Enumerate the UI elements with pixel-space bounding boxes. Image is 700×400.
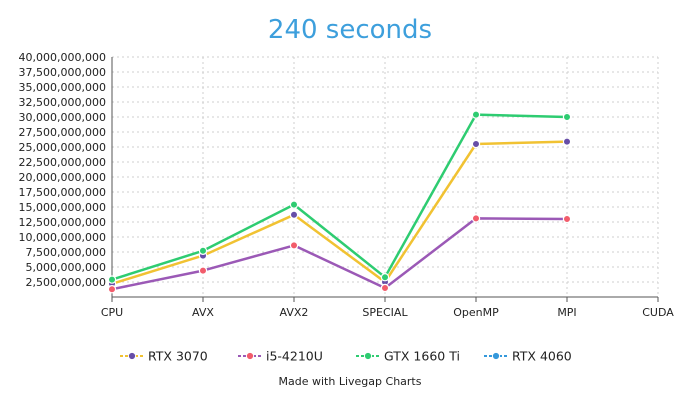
y-tick-label: 27,500,000,000 — [19, 126, 106, 139]
data-point[interactable] — [289, 200, 299, 209]
legend-label: RTX 4060 — [512, 349, 572, 364]
legend-swatch-marker — [245, 351, 255, 361]
y-tick-label: 25,000,000,000 — [19, 141, 106, 154]
y-tick-label: 7,500,000,000 — [26, 246, 106, 259]
x-tick-label: CUDA — [642, 306, 674, 319]
y-tick-label: 12,500,000,000 — [19, 216, 106, 229]
series-line — [111, 113, 568, 281]
data-point[interactable] — [471, 139, 481, 149]
series-layer — [107, 110, 572, 294]
y-tick-label: 35,000,000,000 — [19, 81, 106, 94]
data-point[interactable] — [562, 112, 572, 122]
grid-layer — [112, 56, 659, 297]
data-point[interactable] — [562, 214, 572, 224]
series-line — [111, 140, 568, 285]
data-point[interactable] — [198, 246, 208, 255]
legend-item[interactable]: i5-4210U — [238, 349, 323, 364]
chart-title: 240 seconds — [268, 15, 432, 45]
data-point[interactable] — [289, 210, 299, 219]
data-point[interactable] — [380, 273, 390, 282]
data-point[interactable] — [562, 137, 572, 146]
data-point[interactable] — [107, 275, 117, 284]
series-2 — [107, 110, 572, 284]
legend-swatch-marker — [491, 351, 501, 361]
x-tick-label: OpenMP — [453, 306, 499, 319]
legend-label: RTX 3070 — [148, 349, 208, 364]
legend-label: i5-4210U — [266, 349, 323, 364]
x-tick-label: AVX2 — [280, 306, 309, 319]
chart-credit: Made with Livegap Charts — [279, 375, 422, 388]
series-1 — [107, 214, 572, 294]
legend-label: GTX 1660 Ti — [384, 349, 460, 364]
legend-item[interactable]: RTX 3070 — [120, 349, 208, 364]
y-tick-label: 32,500,000,000 — [19, 96, 106, 109]
y-tick-label: 40,000,000,000 — [19, 51, 106, 64]
legend-swatch-marker — [363, 351, 373, 361]
y-tick-label: 5,000,000,000 — [26, 261, 106, 274]
data-point[interactable] — [471, 214, 481, 223]
legend-item[interactable]: RTX 4060 — [484, 349, 572, 364]
y-tick-label: 37,500,000,000 — [19, 66, 106, 79]
legend: RTX 3070 i5-4210U GTX 1660 Ti RTX 4060 — [120, 349, 572, 364]
data-point[interactable] — [107, 285, 117, 294]
data-point[interactable] — [380, 283, 390, 293]
y-tick-label: 30,000,000,000 — [19, 111, 106, 124]
legend-swatch-marker — [127, 351, 137, 361]
axis-layer: 2,500,000,000 5,000,000,000 7,500,000,000 1… — [19, 51, 675, 319]
x-tick-label: SPECIAL — [362, 306, 408, 319]
x-tick-label: AVX — [192, 306, 214, 319]
data-point[interactable] — [289, 241, 299, 250]
data-point[interactable] — [198, 266, 208, 275]
y-tick-label: 2,500,000,000 — [26, 276, 106, 289]
x-tick-label: MPI — [557, 306, 576, 319]
y-tick-label: 20,000,000,000 — [19, 171, 106, 184]
y-tick-label: 22,500,000,000 — [19, 156, 106, 169]
y-tick-label: 17,500,000,000 — [19, 186, 106, 199]
y-tick-label: 15,000,000,000 — [19, 201, 106, 214]
legend-item[interactable]: GTX 1660 Ti — [356, 349, 460, 364]
y-tick-label: 10,000,000,000 — [19, 231, 106, 244]
series-0 — [107, 137, 572, 288]
data-point[interactable] — [471, 110, 481, 119]
x-tick-label: CPU — [101, 306, 123, 319]
series-line — [111, 217, 568, 291]
